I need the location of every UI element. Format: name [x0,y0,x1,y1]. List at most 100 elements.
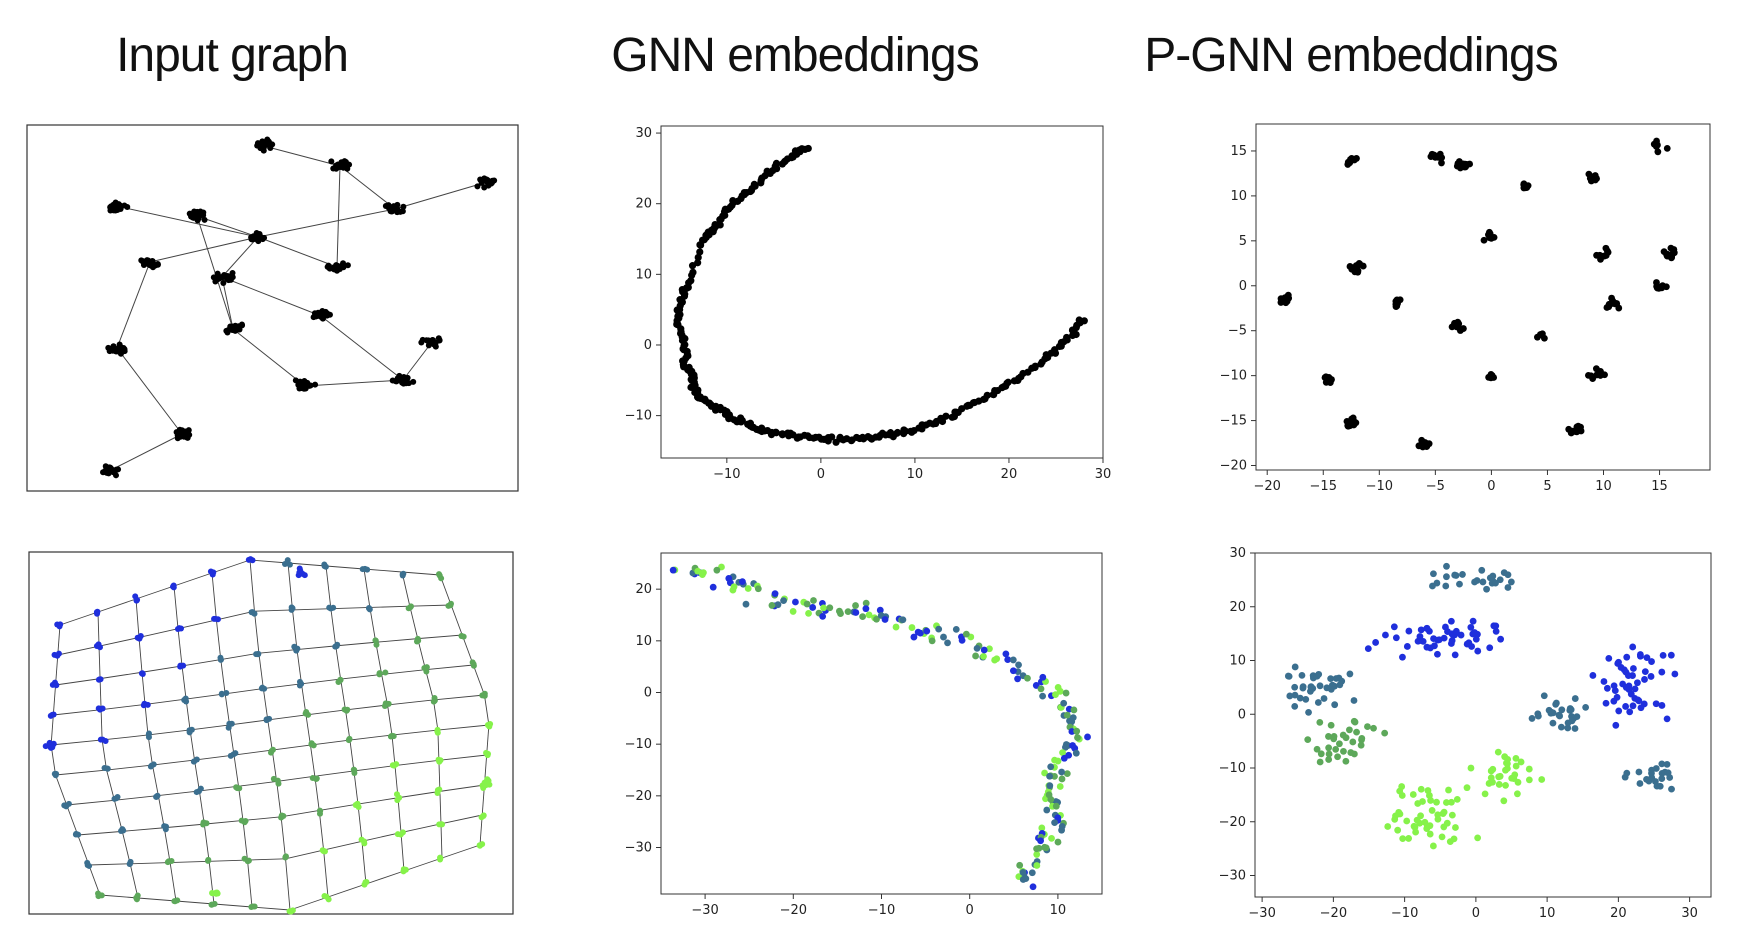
data-point [119,826,126,833]
data-point [1636,780,1644,787]
data-point [709,583,717,591]
data-point [1417,812,1425,820]
data-point [1430,151,1438,159]
data-point [1626,708,1634,716]
data-point [852,602,859,609]
data-point [780,597,787,605]
data-point [1658,668,1666,676]
data-point [255,651,262,658]
data-point [817,435,826,443]
graph-edge [232,328,306,387]
data-point [1549,719,1557,727]
data-point [1442,623,1449,631]
graph-edge [387,704,393,736]
data-point [1571,695,1579,702]
graph-edge [369,605,410,608]
data-point [1414,637,1422,645]
data-point [1315,670,1323,678]
data-point [226,720,233,727]
data-point [301,572,308,579]
graph-edge [224,693,231,726]
x-tick-label: 5 [1543,479,1551,494]
data-point [191,758,198,765]
data-point [1658,760,1666,768]
graph-edge [400,823,442,833]
x-tick-label: 30 [1681,906,1698,921]
gnn-embeddings-title: GNN embeddings [611,29,980,82]
data-point [1344,161,1352,168]
data-point [186,729,193,736]
data-point [312,381,319,388]
graph-edge [97,611,100,647]
graph-edge [100,709,103,741]
data-point [334,641,341,648]
x-tick-label: −20 [1253,479,1280,494]
graph-edge [417,634,463,640]
graph-edge [258,649,298,654]
data-point [1467,764,1475,772]
data-point [1330,735,1338,743]
data-point [1481,790,1489,798]
data-point [403,380,410,387]
x-tick-label: −10 [868,903,895,918]
data-point [1663,715,1671,723]
data-point [1381,729,1389,737]
data-point [1517,758,1525,766]
data-point [1629,702,1637,710]
graph-edge [121,831,131,864]
data-point [1452,320,1460,327]
data-point [1331,701,1339,709]
graph-edge [115,205,259,238]
data-point [402,866,409,873]
data-point [1504,584,1512,591]
graph-edge [99,671,143,680]
data-point [757,179,765,187]
data-point [316,807,323,814]
data-point [1332,745,1340,753]
graph-edge [211,572,217,620]
graph-edge [157,795,165,828]
data-point [1612,721,1620,729]
graph-edge [361,832,402,842]
data-point [258,143,265,150]
graph-edge [77,830,123,836]
graph-edge [409,604,452,607]
data-point [1557,723,1565,731]
data-point [1033,862,1041,869]
y-tick-label: −10 [1219,761,1246,776]
graph-edge [394,181,488,210]
data-point [1302,695,1310,703]
graph-edge [391,729,438,736]
data-point [1062,743,1069,751]
graph-edge [138,637,143,673]
data-point [484,722,491,729]
data-point [1435,636,1443,644]
graph-edge [233,749,273,756]
plot-frame [1255,123,1711,471]
y-tick-label: 15 [1230,144,1247,159]
data-point [778,160,786,168]
data-point [1051,819,1059,827]
data-point [334,164,341,171]
data-point [110,201,117,208]
data-point [819,612,827,620]
data-point [973,644,981,652]
data-point [183,698,190,705]
x-tick-label: 20 [1001,467,1018,482]
input-graph-frame [26,124,519,492]
graph-edge [185,693,226,700]
data-point [274,777,281,784]
graph-edge [438,754,487,761]
data-point [1582,703,1590,711]
mesh-graph-frame [28,551,514,915]
data-point [1479,578,1487,586]
data-point [1615,707,1623,715]
graph-edge [158,790,200,797]
data-point [1452,824,1459,831]
data-point [1316,718,1324,726]
data-point [1410,822,1418,830]
data-point [940,633,947,641]
data-point [478,814,485,821]
data-point [1507,578,1515,586]
data-point [328,158,335,165]
